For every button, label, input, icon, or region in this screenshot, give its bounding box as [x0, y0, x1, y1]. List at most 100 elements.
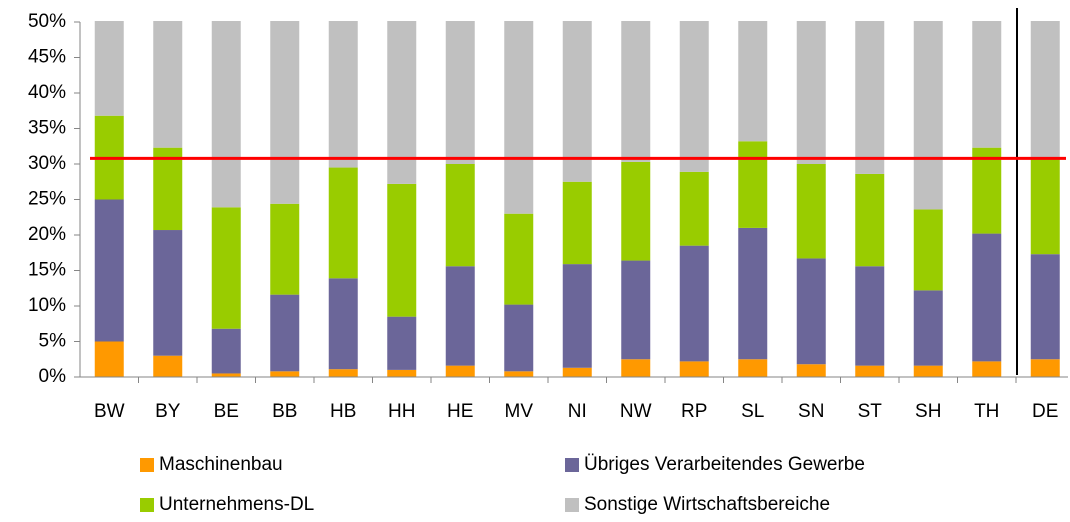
bar-segment — [270, 371, 300, 377]
y-tick-label: 45% — [28, 47, 66, 68]
bar-segment — [445, 21, 475, 164]
x-tick-label: DE — [1032, 401, 1058, 422]
bar-segment — [328, 21, 358, 168]
bar-segment — [738, 359, 768, 377]
bar-segment — [796, 258, 826, 365]
legend-label: Sonstige Wirtschaftsbereiche — [584, 494, 830, 515]
bar-segment — [738, 141, 768, 228]
bar-segment — [387, 316, 417, 370]
bar-segment — [621, 260, 651, 360]
x-tick-label: BY — [155, 401, 181, 422]
y-tick-label: 5% — [39, 331, 67, 352]
plot-area — [94, 21, 1060, 377]
legend-swatch — [140, 458, 154, 472]
bar-segment — [913, 21, 943, 210]
bar-segment — [972, 147, 1002, 234]
bar-segment — [153, 147, 183, 231]
bar-segment — [153, 355, 183, 377]
bar-segment — [855, 21, 885, 174]
x-tick-label: RP — [681, 401, 707, 422]
bar-segment — [796, 364, 826, 377]
x-tick-label: NI — [568, 401, 587, 422]
bar-segment — [855, 266, 885, 366]
bar-segment — [738, 227, 768, 360]
bar-segment — [1030, 254, 1060, 360]
bar-segment — [211, 21, 241, 208]
x-tick-label: SL — [741, 401, 764, 422]
bar-segment — [972, 21, 1002, 148]
bar-segment — [1030, 21, 1060, 159]
bar-segment — [913, 290, 943, 366]
x-tick-label: BB — [272, 401, 297, 422]
legend-label: Unternehmens-DL — [159, 494, 314, 515]
y-tick-label: 30% — [28, 153, 66, 174]
bar-segment — [855, 173, 885, 267]
bar-segment — [504, 213, 534, 305]
bar-segment — [445, 164, 475, 267]
bar-segment — [328, 278, 358, 370]
bar-segment — [562, 181, 592, 265]
x-tick-label: BW — [94, 401, 125, 422]
bar-segment — [328, 167, 358, 279]
bar-segment — [796, 164, 826, 259]
bar-segment — [387, 183, 417, 317]
bar-segment — [621, 21, 651, 162]
bar-segment — [972, 233, 1002, 362]
x-tick-label: BE — [214, 401, 239, 422]
bar-segment — [913, 365, 943, 377]
y-tick-label: 10% — [28, 295, 66, 316]
bar-segment — [211, 328, 241, 374]
y-tick-label: 50% — [28, 11, 66, 32]
y-tick-label: 40% — [28, 82, 66, 103]
bar-segment — [562, 21, 592, 182]
bar-segment — [504, 304, 534, 372]
bar-segment — [270, 21, 300, 204]
x-tick-label: MV — [505, 401, 534, 422]
x-tick-label: HE — [447, 401, 473, 422]
bar-segment — [796, 21, 826, 164]
bar-segment — [562, 367, 592, 377]
bar-segment — [270, 294, 300, 372]
bar-segment — [972, 361, 1002, 377]
x-tick-label: HH — [388, 401, 415, 422]
x-tick-label: ST — [858, 401, 883, 422]
y-tick-label: 0% — [39, 366, 67, 387]
bar-segment — [1030, 359, 1060, 377]
bar-segment — [153, 21, 183, 148]
bar-segment — [211, 207, 241, 329]
bar-segment — [504, 21, 534, 214]
x-tick-label: NW — [620, 401, 652, 422]
bar-segment — [445, 266, 475, 366]
bar-segment — [445, 365, 475, 377]
bar-segment — [387, 369, 417, 377]
bar-segment — [94, 21, 124, 116]
y-tick-label: 20% — [28, 224, 66, 245]
y-tick-label: 15% — [28, 260, 66, 281]
legend-label: Übriges Verarbeitendes Gewerbe — [584, 454, 865, 475]
x-tick-label: TH — [974, 401, 999, 422]
bar-segment — [1030, 158, 1060, 255]
bar-segment — [328, 369, 358, 377]
bar-segment — [562, 264, 592, 368]
bar-segment — [504, 371, 534, 377]
bar-segment — [211, 373, 241, 377]
bar-segment — [679, 21, 709, 172]
bar-segment — [913, 209, 943, 291]
x-tick-label: SH — [915, 401, 941, 422]
x-tick-label: SN — [798, 401, 824, 422]
x-tick-label: HB — [330, 401, 356, 422]
y-tick-label: 25% — [28, 189, 66, 210]
legend-swatch — [140, 498, 154, 512]
bar-segment — [94, 341, 124, 377]
legend-swatch — [565, 498, 579, 512]
y-tick-label: 35% — [28, 118, 66, 139]
bar-segment — [153, 230, 183, 356]
legend-label: Maschinenbau — [159, 454, 283, 475]
bar-segment — [679, 361, 709, 377]
bar-segment — [679, 245, 709, 362]
legend-swatch — [565, 458, 579, 472]
bar-segment — [387, 21, 417, 184]
bar-segment — [94, 199, 124, 342]
bar-segment — [679, 171, 709, 246]
